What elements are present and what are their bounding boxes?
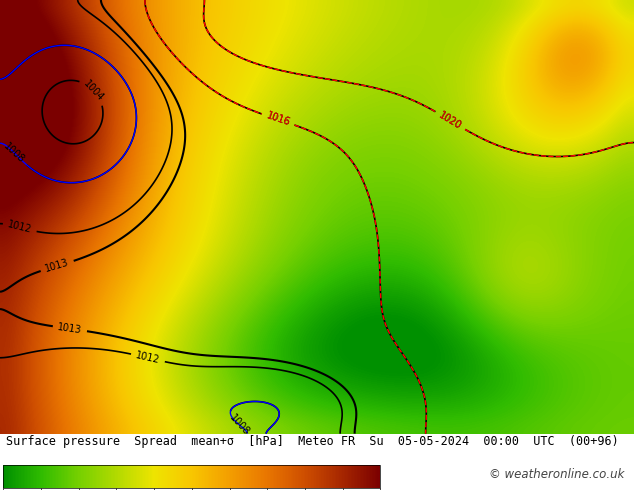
Text: 1012: 1012 bbox=[6, 220, 33, 235]
Text: Surface pressure  Spread  mean+σ  [hPa]  Meteo FR  Su  05-05-2024  00:00  UTC  (: Surface pressure Spread mean+σ [hPa] Met… bbox=[6, 435, 619, 448]
Text: 1020: 1020 bbox=[437, 110, 463, 131]
Text: © weatheronline.co.uk: © weatheronline.co.uk bbox=[489, 468, 624, 481]
Text: 1008: 1008 bbox=[2, 141, 27, 165]
Text: 1013: 1013 bbox=[44, 258, 70, 274]
Text: 1020: 1020 bbox=[437, 110, 463, 131]
Text: 1008: 1008 bbox=[228, 413, 252, 438]
Text: 1016: 1016 bbox=[265, 111, 291, 128]
Text: 1012: 1012 bbox=[135, 350, 161, 366]
Text: 1013: 1013 bbox=[57, 322, 83, 335]
Text: 1004: 1004 bbox=[82, 78, 106, 103]
Text: 1016: 1016 bbox=[265, 111, 291, 128]
